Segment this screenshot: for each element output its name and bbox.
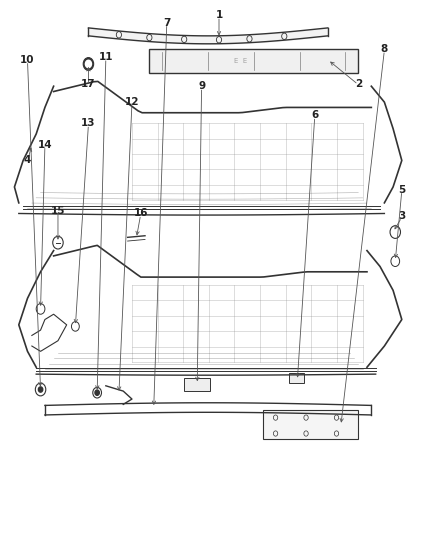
Text: 17: 17 [81, 78, 96, 88]
Circle shape [95, 390, 99, 395]
FancyBboxPatch shape [149, 49, 358, 73]
Text: 11: 11 [99, 52, 113, 62]
Text: 15: 15 [51, 206, 65, 216]
Text: 2: 2 [355, 78, 362, 88]
Text: E  E: E E [234, 58, 247, 64]
Circle shape [85, 60, 92, 68]
Text: 3: 3 [398, 211, 406, 221]
Text: 8: 8 [381, 44, 388, 54]
Text: 12: 12 [125, 97, 139, 107]
Bar [184, 378, 210, 391]
Text: 4: 4 [24, 156, 31, 165]
Text: 6: 6 [311, 110, 318, 120]
Text: 13: 13 [81, 118, 95, 128]
Text: 7: 7 [163, 18, 170, 28]
Text: 10: 10 [20, 55, 35, 64]
Circle shape [83, 58, 94, 70]
Circle shape [39, 387, 43, 392]
Text: 9: 9 [198, 81, 205, 91]
Bar [262, 410, 358, 439]
Text: 5: 5 [398, 184, 406, 195]
Text: 16: 16 [134, 208, 148, 219]
Bar [289, 373, 304, 383]
Text: 14: 14 [38, 140, 52, 150]
Text: 1: 1 [215, 10, 223, 20]
